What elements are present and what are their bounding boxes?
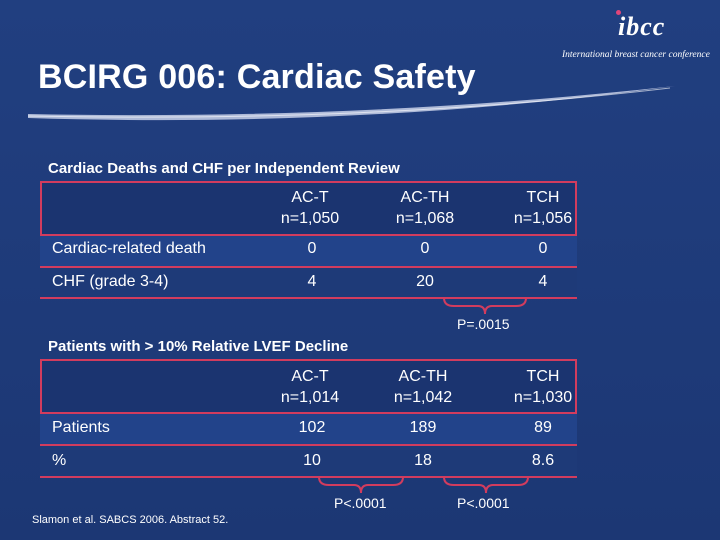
table1-col-n: n=1,056	[513, 210, 573, 227]
table2-row-band	[40, 446, 577, 476]
table2-heading: Patients with > 10% Relative LVEF Declin…	[48, 338, 349, 355]
table1-col-header-acth: AC-TH n=1,068	[370, 187, 480, 229]
table1-cell: 4	[538, 273, 548, 290]
table1-bracket-icon	[443, 297, 527, 315]
logo-mark-text: ibcc	[618, 12, 666, 41]
table1-row-band	[40, 268, 577, 298]
table2-col-n: n=1,030	[513, 389, 573, 406]
table1-col-header-tch: TCH n=1,056	[488, 187, 598, 229]
table1-col-header-act: AC-T n=1,050	[255, 187, 365, 229]
table1-header-box	[40, 181, 577, 236]
table1-bottom-line	[40, 297, 577, 299]
table1-cell: 20	[416, 273, 434, 290]
table2-cell: 189	[409, 419, 437, 436]
table2-col-name: TCH	[526, 368, 560, 385]
table1-col-n: n=1,068	[395, 210, 455, 227]
table2-row-label: Patients	[52, 419, 110, 436]
table1-cell: 0	[420, 240, 430, 257]
table2-cell: 89	[534, 419, 552, 436]
table2-cell: 102	[298, 419, 326, 436]
table2-bracket-right-icon	[443, 476, 529, 494]
title-swoosh-icon	[27, 86, 675, 121]
table2-pvalue-right: P<.0001	[457, 495, 510, 511]
table2-col-name: AC-T	[291, 368, 329, 385]
table2-row-label: %	[52, 452, 67, 469]
table2-bracket-left-icon	[318, 476, 404, 494]
table1-row-label: Cardiac-related death	[52, 240, 206, 257]
table2-cell: 18	[414, 452, 432, 469]
table2-row-band	[40, 414, 577, 444]
logo-dot-icon	[616, 10, 621, 15]
table1-cell: 0	[307, 240, 317, 257]
table2-cell: 8.6	[531, 452, 555, 469]
table1-heading: Cardiac Deaths and CHF per Independent R…	[48, 160, 400, 177]
table2-header-box	[40, 359, 577, 414]
table2-col-header-act: AC-T n=1,014	[255, 366, 365, 408]
table1-row-divider	[40, 266, 577, 268]
table2-bottom-line	[40, 476, 577, 478]
logo-tagline: International breast cancer conference	[562, 50, 710, 60]
table1-col-name: AC-TH	[400, 189, 450, 206]
table2-col-name: AC-TH	[398, 368, 448, 385]
table1-row-label: CHF (grade 3-4)	[52, 273, 169, 290]
table2-pvalue-left: P<.0001	[334, 495, 387, 511]
table1-col-n: n=1,050	[280, 210, 340, 227]
table1-pvalue: P=.0015	[457, 316, 510, 332]
table1-cell: 4	[307, 273, 317, 290]
logo-mark: ibcc	[616, 10, 666, 42]
conference-logo: ibcc International breast cancer confere…	[560, 10, 710, 65]
table1-col-name: AC-T	[291, 189, 329, 206]
table1-col-name: TCH	[526, 189, 560, 206]
table1-row-band	[40, 236, 577, 266]
table2-row-divider	[40, 444, 577, 446]
table2-col-header-tch: TCH n=1,030	[488, 366, 598, 408]
table2-cell: 10	[303, 452, 321, 469]
table2-col-header-acth: AC-TH n=1,042	[368, 366, 478, 408]
table2-col-n: n=1,042	[393, 389, 453, 406]
slide-title: BCIRG 006: Cardiac Safety	[38, 58, 476, 96]
citation: Slamon et al. SABCS 2006. Abstract 52.	[32, 514, 229, 526]
table1-cell: 0	[538, 240, 548, 257]
table2-col-n: n=1,014	[280, 389, 340, 406]
